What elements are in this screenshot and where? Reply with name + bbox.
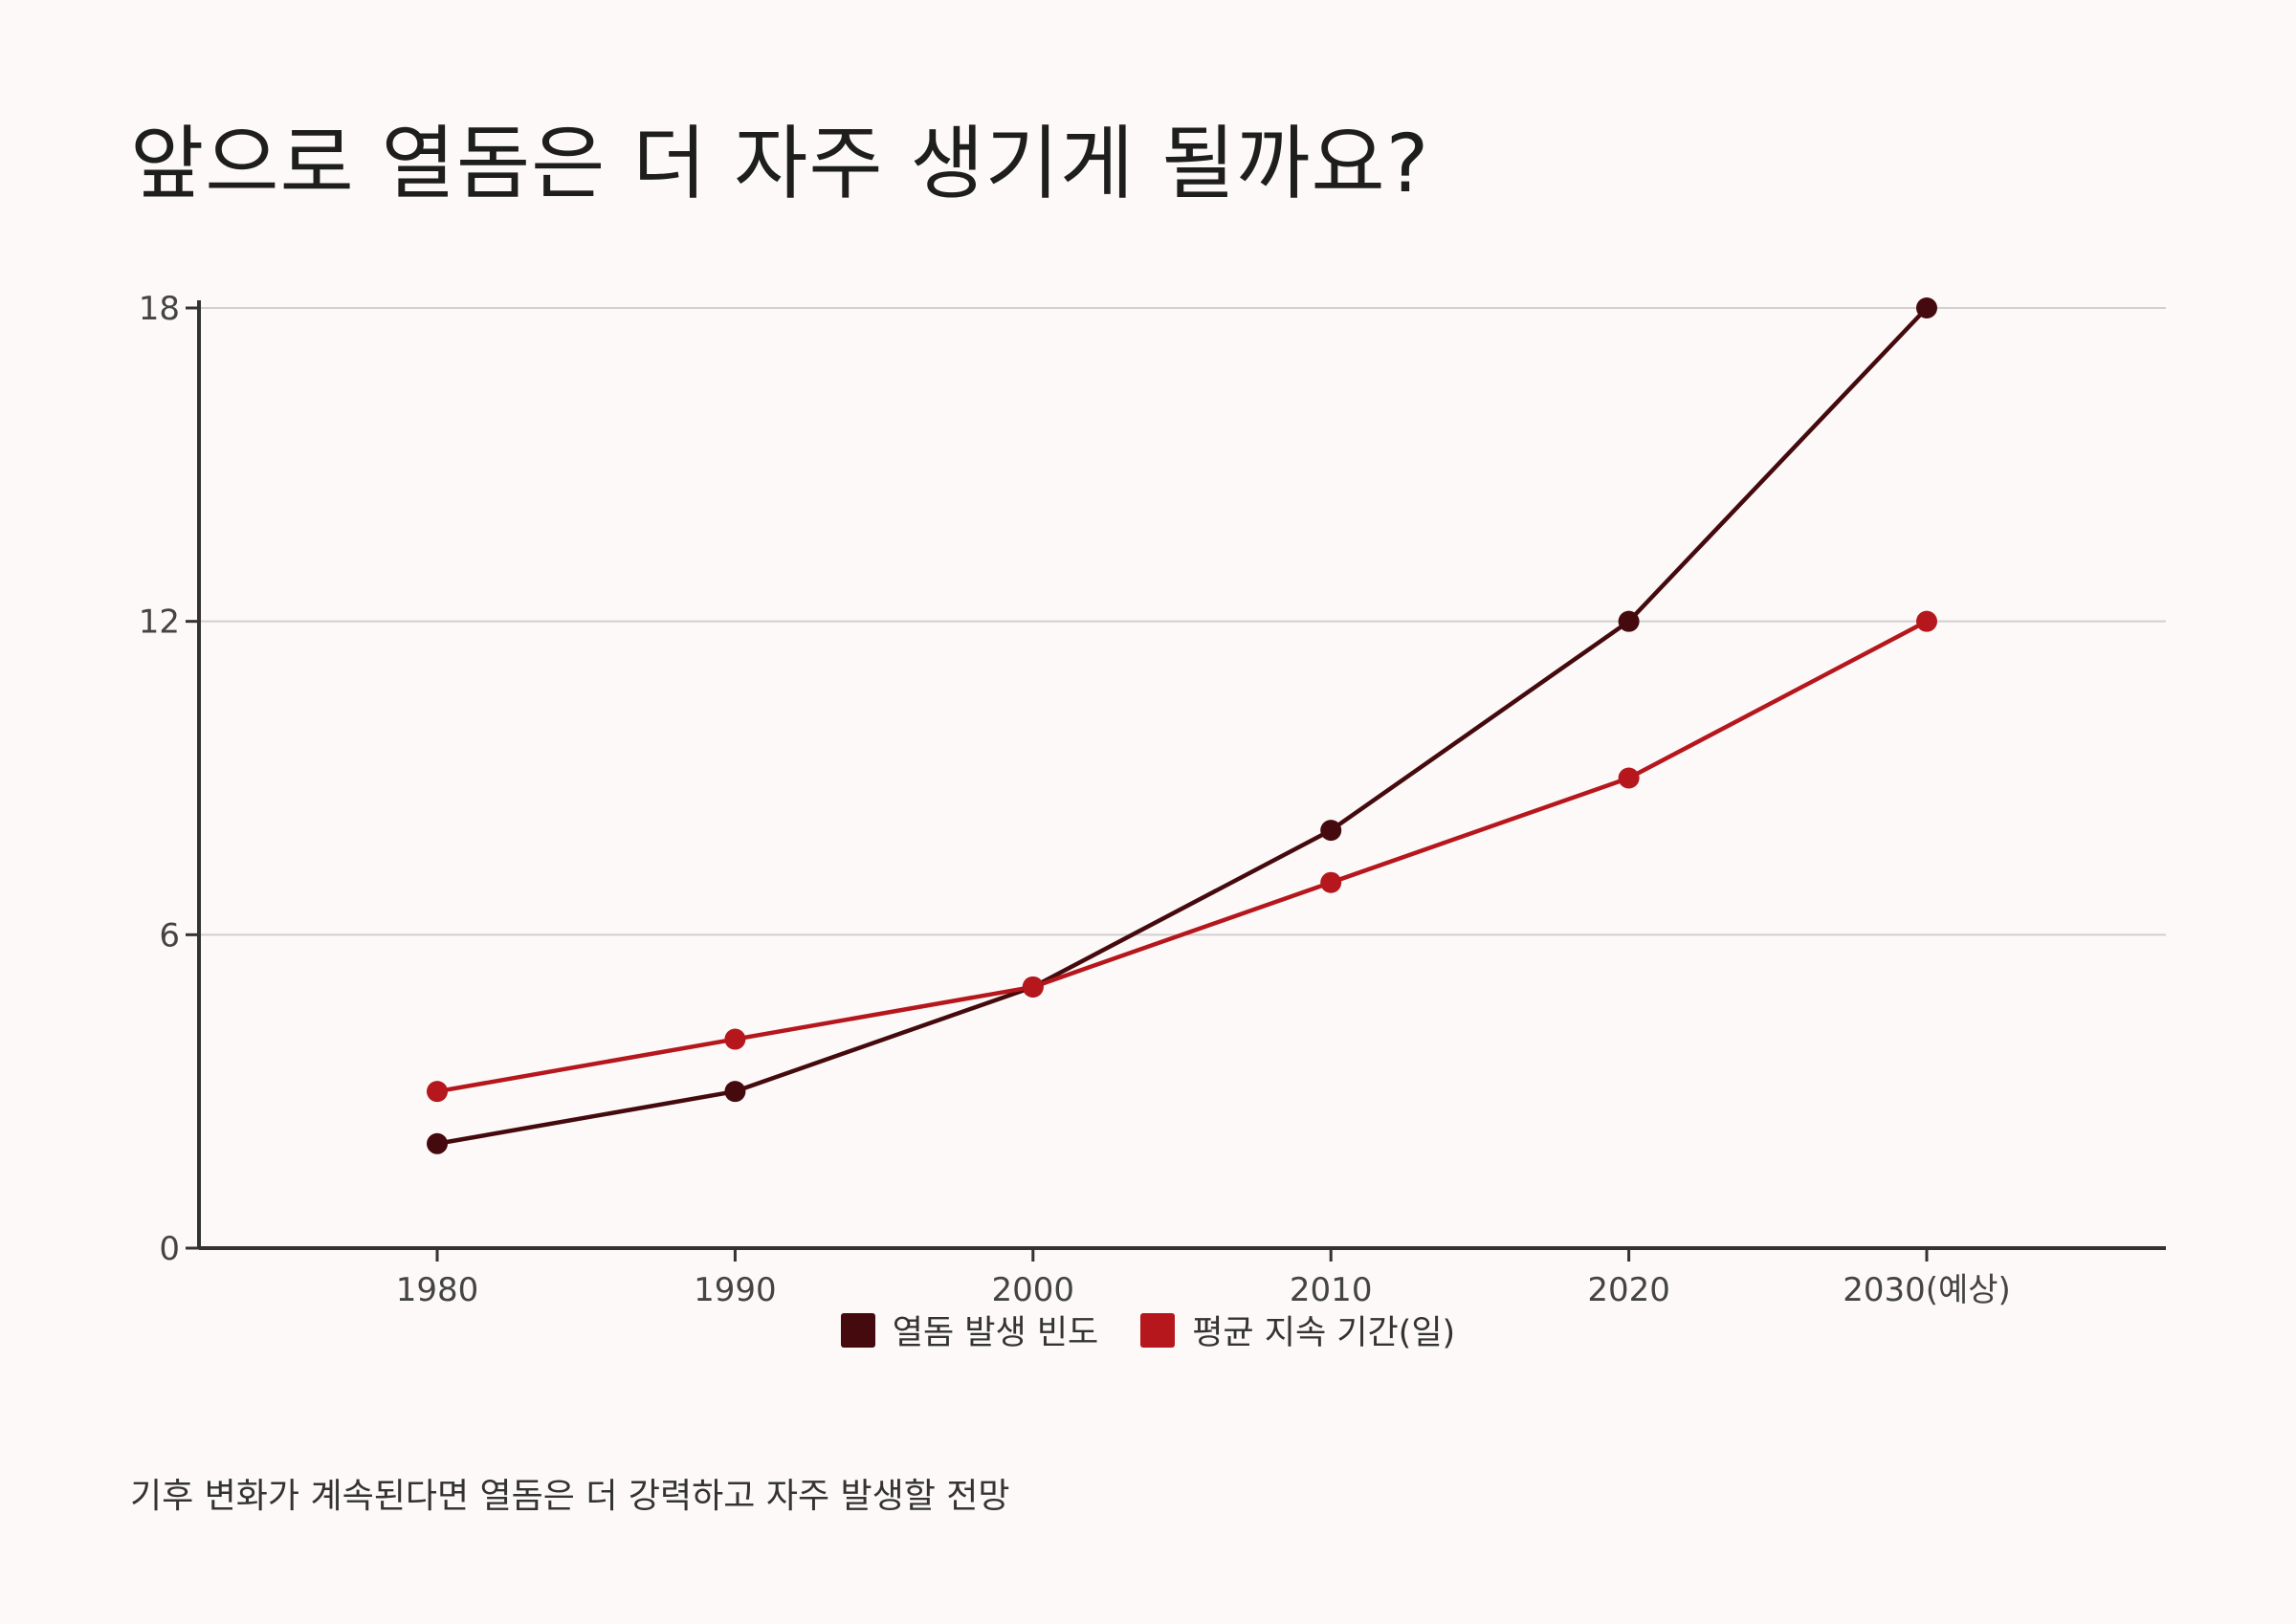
- legend-label-duration: 평균 지속 기간(일): [1192, 1314, 1456, 1352]
- data-point-s1: [427, 1132, 448, 1154]
- y-tick-labels: 0 6 12 18: [139, 290, 180, 1268]
- data-point-s2: [1916, 610, 1937, 632]
- y-tick-label: 0: [159, 1230, 180, 1268]
- data-point-s2: [1320, 871, 1342, 893]
- data-point-s2: [1618, 767, 1640, 789]
- data-point-s2: [1022, 976, 1044, 998]
- chart-title: 앞으로 열돔은 더 자주 생기게 될까요?: [130, 117, 1430, 210]
- x-tick-label: 2030(예상): [1843, 1271, 2011, 1309]
- series-lines: [434, 305, 1930, 1147]
- legend-item-duration: 평균 지속 기간(일): [1140, 1306, 1455, 1354]
- data-point-s1: [1320, 820, 1342, 842]
- data-point-s1: [1618, 610, 1640, 632]
- legend-label-frequency: 열돔 발생 빈도: [892, 1314, 1099, 1352]
- y-tick-label: 18: [139, 290, 180, 328]
- x-tick-label: 2010: [1290, 1271, 1373, 1309]
- data-point-s1: [724, 1081, 746, 1103]
- x-tick-label: 1980: [396, 1271, 479, 1309]
- data-point-s2: [724, 1028, 746, 1050]
- legend-swatch-duration: [1140, 1312, 1176, 1348]
- series-line-1: [434, 305, 1930, 1147]
- x-tick-label: 2000: [992, 1271, 1075, 1309]
- data-point-s2: [427, 1081, 448, 1103]
- x-tick-label: 2020: [1587, 1271, 1670, 1309]
- grid-lines: [199, 307, 2166, 936]
- legend-swatch-frequency: [840, 1312, 875, 1348]
- axes: [186, 300, 2166, 1262]
- x-tick-labels: 1980 1990 2000 2010 2020 2030(예상): [396, 1271, 2011, 1309]
- legend: 열돔 발생 빈도 평균 지속 기간(일): [0, 1306, 2296, 1354]
- legend-item-frequency: 열돔 발생 빈도: [840, 1306, 1099, 1354]
- data-point-s1: [1916, 297, 1937, 318]
- x-tick-label: 1990: [694, 1271, 777, 1309]
- y-tick-label: 6: [159, 916, 180, 955]
- y-tick-label: 12: [139, 604, 180, 642]
- footnote: 기후 변화가 계속된다면 열돔은 더 강력하고 자주 발생할 전망: [130, 1477, 1010, 1516]
- series-points: [427, 297, 1937, 1154]
- series-line-2: [434, 619, 1930, 1094]
